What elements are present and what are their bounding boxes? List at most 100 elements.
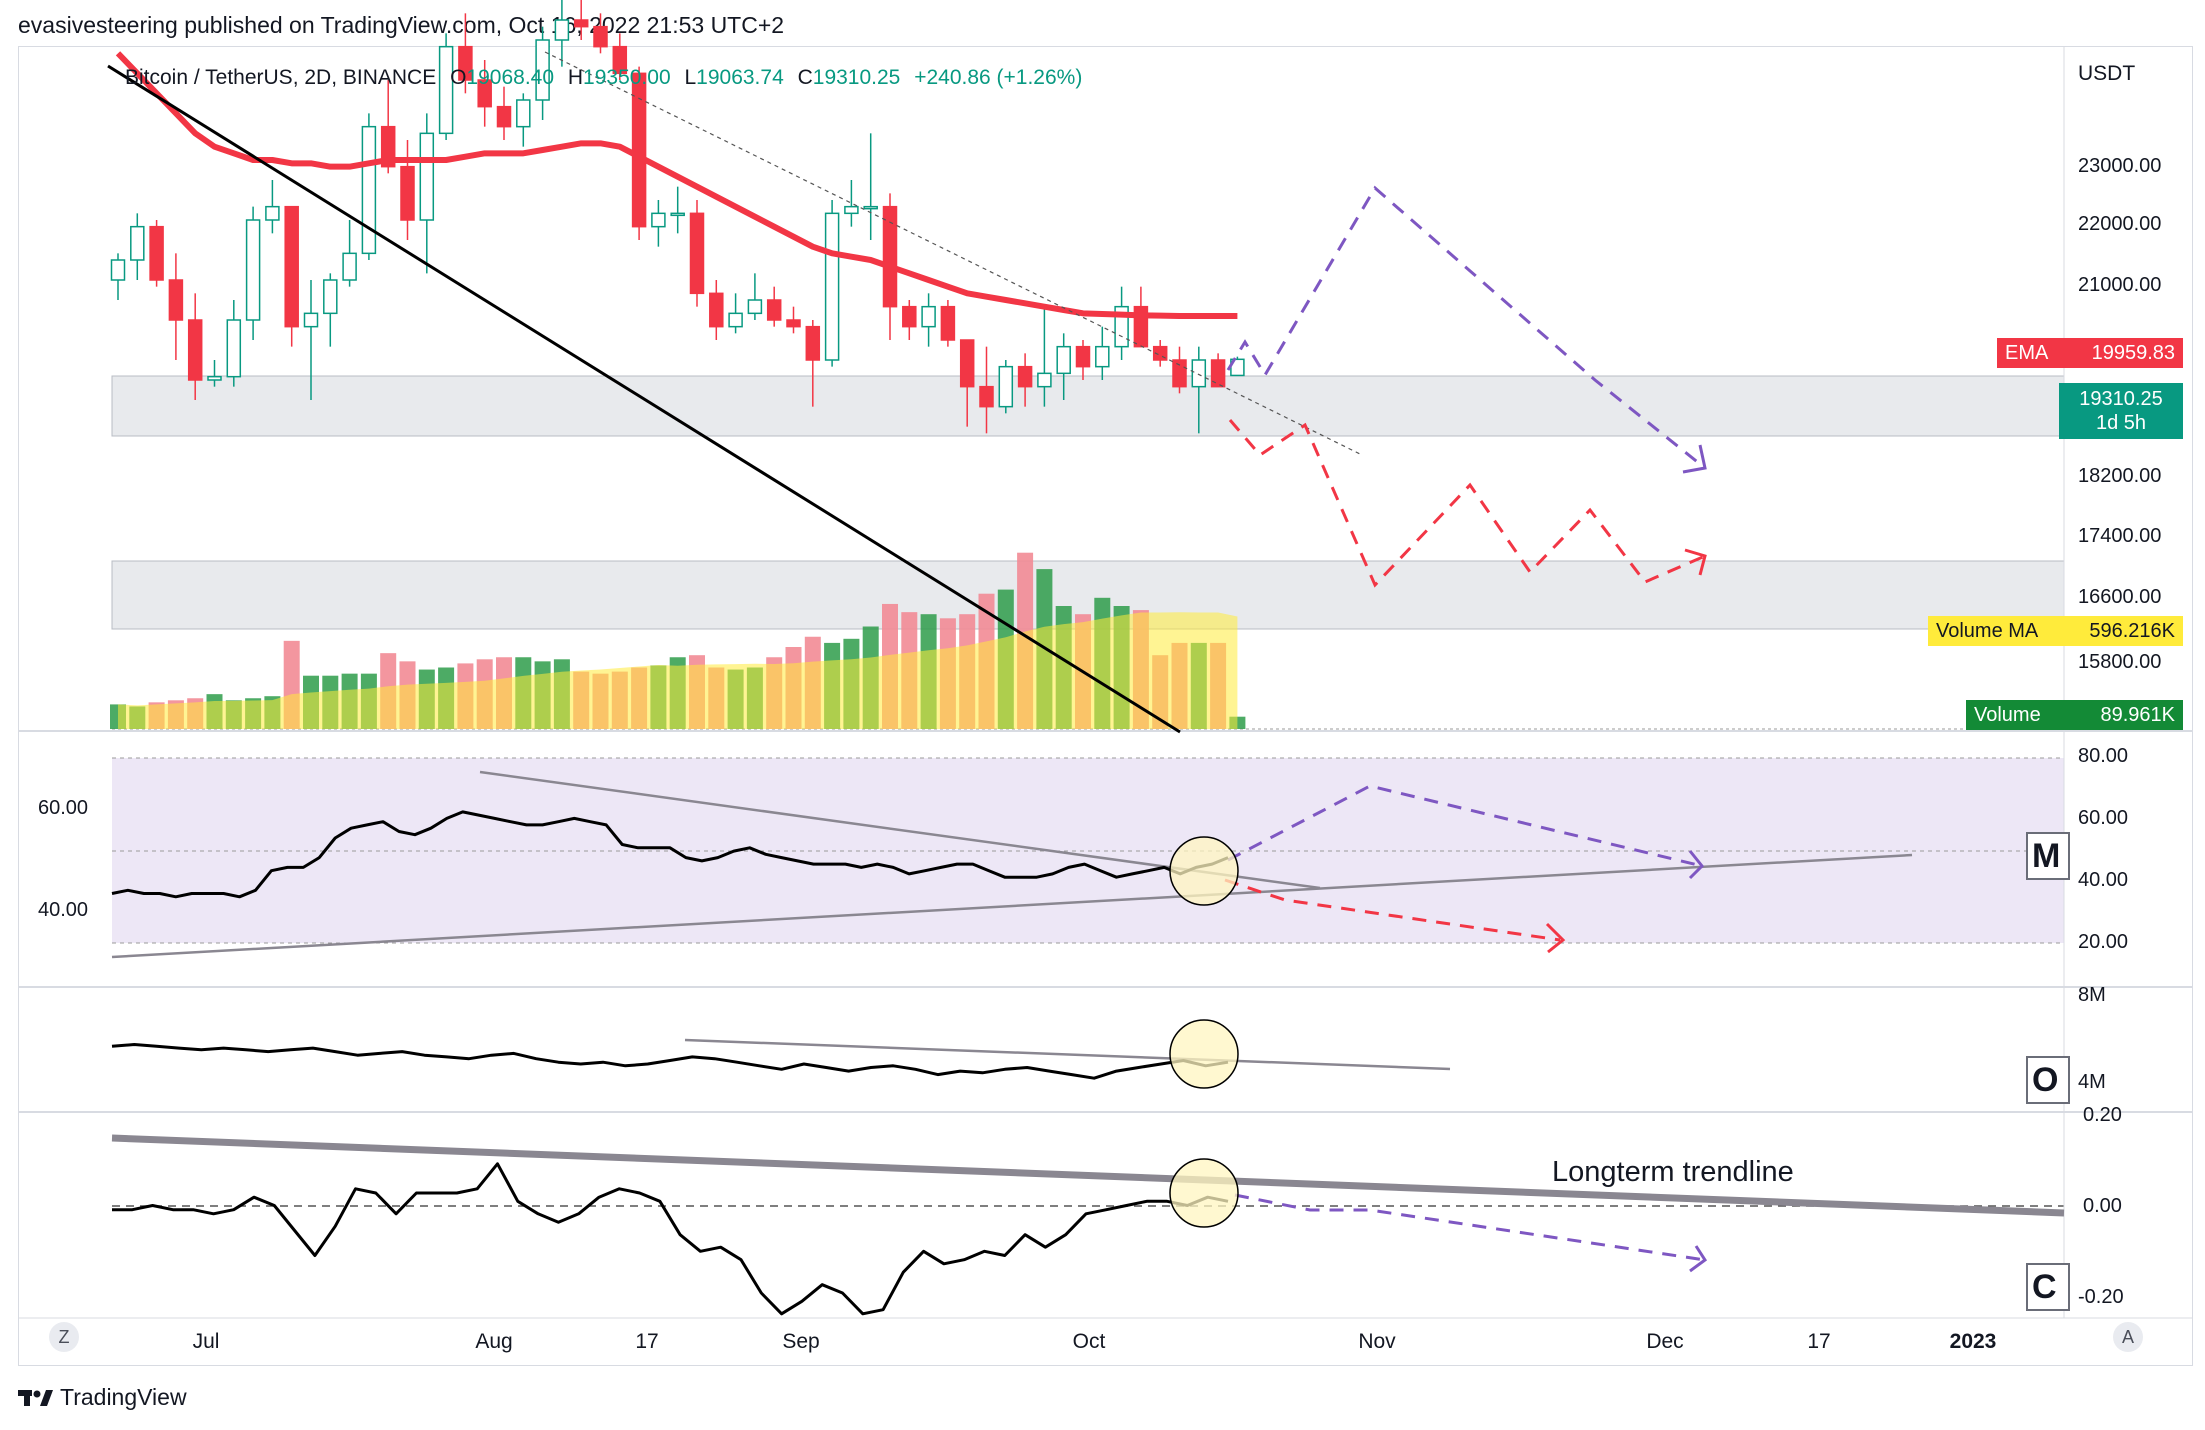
low-value: 19063.74 [696, 66, 784, 89]
ema-tag-value: 19959.83 [2091, 342, 2175, 364]
candle-body [400, 165, 415, 221]
candle-body [516, 99, 531, 128]
rsi-left-tick: 60.00 [38, 797, 89, 819]
price-tick: 17400.00 [2078, 525, 2162, 547]
last-price-tag: 19310.25 1d 5h [2059, 383, 2183, 439]
price-tick: 22000.00 [2078, 213, 2162, 235]
cmf-forecast-arrowhead [1689, 1245, 1708, 1273]
candle-body [689, 212, 705, 295]
candle-body [844, 205, 859, 215]
candle-body [921, 305, 936, 328]
candle-body [709, 292, 724, 328]
time-label: Nov [1358, 1330, 1396, 1353]
candle-body [651, 212, 666, 228]
candle-body [612, 45, 628, 75]
longterm-trendline-label: Longterm trendline [1552, 1156, 1794, 1188]
symbol-label[interactable]: Bitcoin / TetherUS, 2D, BINANCE [125, 66, 437, 89]
candle-body [670, 212, 685, 217]
candle-body [265, 205, 280, 221]
tradingview-logo[interactable]: TradingView [18, 1384, 187, 1411]
candle-body [458, 45, 473, 81]
publish-header: evasivesteering published on TradingView… [18, 12, 785, 38]
candle-body [766, 299, 782, 321]
forecast-bearish-path [1228, 419, 1706, 588]
obv-pane-label[interactable]: O [2026, 1056, 2070, 1104]
volume-ma-area [118, 612, 1238, 729]
rsi-tick: 60.00 [2078, 807, 2129, 829]
cmf-tick: 0.20 [2083, 1104, 2122, 1126]
cmf-longterm-trendline [111, 1134, 2065, 1217]
ema-tag-label: EMA [2005, 342, 2049, 364]
bar-countdown: 1d 5h [2095, 412, 2147, 434]
forecast-bullish-arrowhead [1682, 444, 1707, 474]
candle-body [303, 312, 319, 328]
rsi-lower-trendline [111, 853, 1913, 959]
candle-body [342, 252, 357, 281]
candle-body [824, 212, 840, 361]
open-key: O [450, 66, 467, 89]
candle-body [149, 225, 164, 281]
candle-body [380, 125, 396, 168]
candle-body [747, 299, 763, 315]
price-tick: 16600.00 [2078, 586, 2162, 608]
candle-body [882, 205, 898, 308]
time-label: Sep [782, 1330, 820, 1353]
candle-body [245, 219, 261, 321]
candle-body [284, 205, 299, 328]
candle-body [323, 279, 338, 315]
rsi-tick: 80.00 [2078, 745, 2129, 767]
candle-body [361, 125, 377, 255]
candle-body [496, 105, 512, 128]
cmf-forecast-path [1234, 1193, 1706, 1262]
rsi-left-tick: 40.00 [38, 899, 89, 921]
candle-body [419, 132, 435, 221]
chart-frame [18, 46, 2193, 1366]
candle-body [226, 319, 242, 378]
candle-body [207, 375, 222, 381]
cmf-line [112, 1162, 1229, 1316]
rsi-line [111, 810, 1229, 899]
candle-body [110, 259, 126, 281]
price-tick: 23000.00 [2078, 155, 2162, 177]
rsi-highlight-circle [1169, 836, 1239, 906]
candle-body [902, 305, 917, 328]
ohlc-legend: Bitcoin / TetherUS, 2D, BINANCE O19068.4… [125, 66, 1082, 90]
high-value: 19350.00 [583, 66, 671, 89]
obv-tick: 4M [2078, 1071, 2106, 1093]
forecast-bearish-arrowhead [1684, 548, 1707, 576]
volume-ma-tag: Volume MA 596.216K [1928, 616, 2183, 646]
long-downtrend-line [107, 64, 1181, 734]
volume-ma [118, 612, 1238, 729]
rsi-tick: 20.00 [2078, 931, 2129, 953]
candle-body [593, 25, 608, 48]
scale-zoom-button[interactable]: Z [49, 1322, 79, 1352]
candle-body [477, 79, 492, 108]
candle-body [187, 319, 203, 381]
candle-body [959, 339, 975, 388]
obv-highlight-circle [1169, 1019, 1239, 1089]
candle-body [573, 19, 589, 28]
auto-scale-button[interactable]: A [2113, 1322, 2143, 1352]
candle-body [1037, 372, 1052, 388]
rsi-forecast-up-arrowhead [1688, 850, 1705, 880]
time-label: Aug [475, 1330, 513, 1353]
candle-body [554, 19, 570, 41]
cmf-pane-label[interactable]: C [2026, 1263, 2070, 1311]
volume-ma-label: Volume MA [1936, 620, 2039, 642]
rsi-pane-label[interactable]: M [2026, 832, 2070, 880]
candle-body [535, 39, 550, 101]
cmf-highlight-circle [1169, 1158, 1239, 1228]
rsi-forecast-down [1224, 878, 1561, 942]
candle-body [438, 45, 454, 135]
high-key: H [567, 66, 584, 89]
candle-body [1210, 359, 1226, 388]
support-zone [111, 375, 2065, 437]
time-label: Dec [1646, 1330, 1684, 1353]
candle-body [786, 319, 801, 328]
time-label: 17 [635, 1330, 659, 1353]
ema-line [115, 51, 1238, 320]
candle-body [805, 325, 821, 361]
rsi-tick: 40.00 [2078, 869, 2129, 891]
candle-body [1191, 359, 1207, 388]
